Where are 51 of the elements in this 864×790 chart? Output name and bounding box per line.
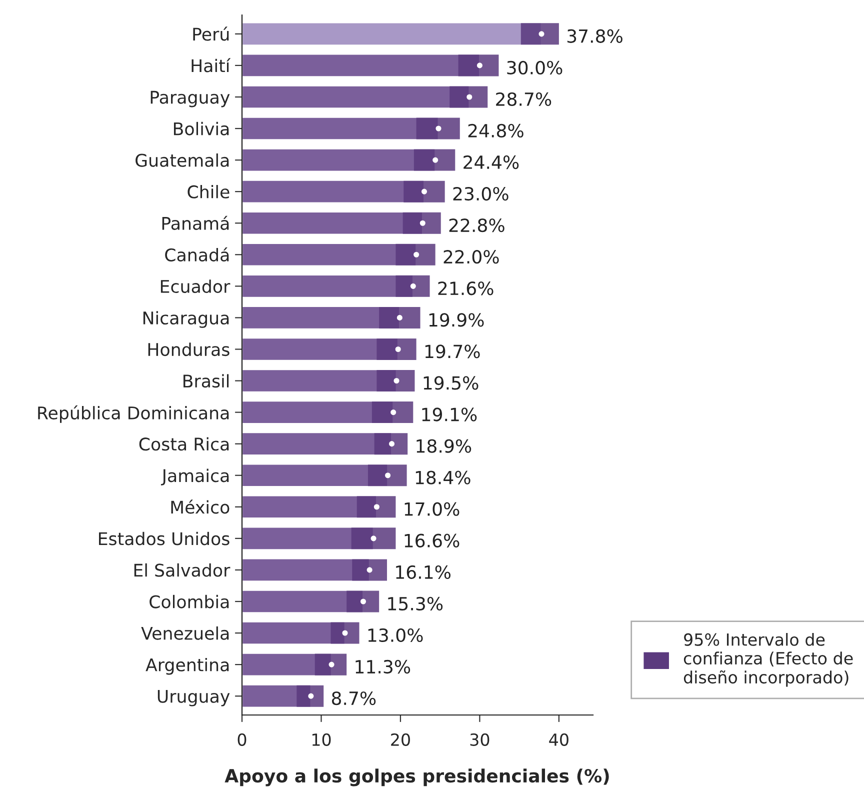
data-label: 19.9% — [429, 313, 484, 327]
data-label: 19.7% — [425, 344, 480, 358]
y-tick-label: Panamá — [162, 216, 229, 230]
y-tick-label: Guatemala — [136, 153, 229, 167]
x-axis-title: Apoyo a los golpes presidenciales (%) — [224, 768, 609, 786]
data-label: 24.4% — [464, 155, 519, 170]
y-tick-label: Canadá — [165, 247, 229, 262]
data-label: 8.7% — [332, 691, 376, 706]
y-tick-label: México — [171, 500, 230, 514]
data-label: 21.6% — [438, 282, 494, 296]
data-label: 17.0% — [404, 502, 460, 516]
y-tick-label: El Salvador — [134, 563, 230, 577]
data-label: 18.4% — [416, 470, 470, 484]
text: 95% Intervalo de confianza (Efecto de diseño incorporado) — [684, 633, 853, 687]
data-label: 37.8% — [567, 29, 622, 43]
x-tick-label: 40 — [549, 733, 568, 746]
y-tick-label: Perú — [193, 26, 229, 41]
data-label: 16.1% — [396, 565, 450, 579]
y-tick-label: Nicaragua — [143, 311, 229, 328]
data-label: 22.0% — [444, 250, 499, 264]
y-tick-label: Argentina — [146, 658, 229, 675]
y-tick-label: Paraguay — [150, 90, 230, 108]
data-label: 11.3% — [356, 660, 410, 674]
y-tick-label: Jamaica — [160, 468, 229, 486]
data-label: 19.5% — [424, 376, 478, 390]
data-label: 13.0% — [368, 628, 423, 642]
data-label: 30.0% — [507, 60, 562, 74]
x-tick-label: 0 — [238, 733, 246, 746]
data-label: 15.3% — [388, 596, 443, 611]
y-tick-label: Brasil — [184, 374, 229, 388]
data-label: 22.8% — [449, 218, 504, 232]
y-tick-label: Costa Rica — [139, 437, 229, 451]
y-tick-label: República Dominicana — [38, 405, 229, 423]
data-label: 18.9% — [416, 439, 472, 453]
y-tick-label: Bolivia — [174, 122, 229, 136]
y-tick-label: Estados Unidos — [99, 532, 230, 546]
data-label: 24.8% — [468, 124, 524, 138]
y-tick-label: Chile — [188, 184, 230, 198]
y-tick-label: Colombia — [150, 594, 229, 608]
y-tick-label: Haití — [192, 58, 231, 72]
y-tick-label: Honduras — [148, 342, 230, 356]
y-tick-label: Ecuador — [160, 280, 230, 294]
y-tick-label: Uruguay — [158, 690, 230, 706]
data-label: 28.7% — [496, 92, 552, 106]
data-label: 19.1% — [422, 408, 477, 422]
x-tick-label: 30 — [470, 733, 490, 746]
data-label: 23.0% — [453, 186, 508, 201]
x-tick-label: 10 — [312, 733, 331, 746]
data-label: 16.6% — [404, 534, 460, 548]
x-tick-label: 20 — [391, 733, 410, 746]
y-tick-label: Venezuela — [141, 626, 229, 640]
